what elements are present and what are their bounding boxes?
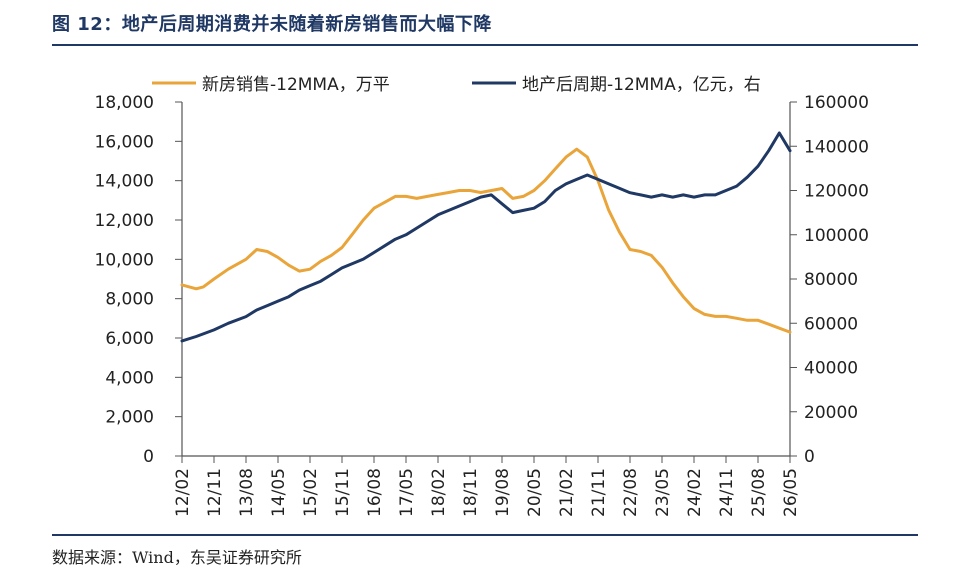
right-tick-label: 160000 xyxy=(804,93,869,113)
x-tick-label: 14/05 xyxy=(269,468,289,517)
right-tick-label: 20000 xyxy=(804,403,858,423)
source-rule xyxy=(52,534,918,536)
legend-label-sales: 新房销售-12MMA，万平 xyxy=(202,75,390,95)
x-tick-label: 15/11 xyxy=(333,468,353,517)
legend: 新房销售-12MMA，万平 地产后周期-12MMA，亿元，右 xyxy=(152,75,761,95)
x-tick-label: 26/05 xyxy=(781,468,801,517)
x-tick-label: 24/11 xyxy=(717,468,737,517)
left-tick-label: 2,000 xyxy=(105,408,154,428)
left-tick-label: 16,000 xyxy=(95,132,154,152)
x-tick-label: 13/08 xyxy=(237,468,257,517)
left-tick-label: 0 xyxy=(143,447,154,467)
right-tick-label: 140000 xyxy=(804,137,869,157)
left-tick-label: 6,000 xyxy=(105,329,154,349)
x-tick-label: 12/11 xyxy=(205,468,225,517)
x-tick-label: 17/05 xyxy=(397,468,417,517)
left-tick-label: 14,000 xyxy=(95,172,154,192)
x-tick-label: 19/08 xyxy=(493,468,513,517)
right-tick-label: 40000 xyxy=(804,359,858,379)
series-line-sales xyxy=(180,147,792,334)
right-tick-label: 120000 xyxy=(804,182,869,202)
x-tick-label: 20/05 xyxy=(525,468,545,517)
x-tick-label: 12/02 xyxy=(173,468,193,517)
figure-title: 图 12：地产后周期消费并未随着新房销售而大幅下降 xyxy=(52,14,492,35)
x-tick-label: 18/11 xyxy=(461,468,481,517)
right-tick-label: 60000 xyxy=(804,314,858,334)
x-tick-label: 24/02 xyxy=(685,468,705,517)
x-tick-label: 23/05 xyxy=(653,468,673,517)
legend-label-post-cycle: 地产后周期-12MMA，亿元，右 xyxy=(522,75,761,95)
left-tick-label: 12,000 xyxy=(95,211,154,231)
title-rule xyxy=(52,44,918,46)
left-tick-label: 4,000 xyxy=(105,368,154,388)
right-tick-label: 0 xyxy=(804,447,815,467)
x-tick-label: 22/08 xyxy=(621,468,641,517)
axes: 0 2,000 4,000 6,000 8,000 10,000 12,000 14,000 1… xyxy=(95,93,869,517)
right-tick-label: 80000 xyxy=(804,270,858,290)
x-tick-label: 15/02 xyxy=(301,468,321,517)
source-note: 数据来源：Wind，东吴证券研究所 xyxy=(52,548,302,567)
x-tick-label: 18/02 xyxy=(429,468,449,517)
series-lines xyxy=(180,131,792,343)
x-tick-label: 21/11 xyxy=(589,468,609,517)
left-tick-label: 10,000 xyxy=(95,250,154,270)
left-tick-label: 18,000 xyxy=(95,93,154,113)
right-tick-label: 100000 xyxy=(804,226,869,246)
series-line-post-cycle xyxy=(180,131,792,343)
left-tick-label: 8,000 xyxy=(105,290,154,310)
x-tick-label: 25/08 xyxy=(749,468,769,517)
x-tick-label: 16/08 xyxy=(365,468,385,517)
x-tick-label: 21/02 xyxy=(557,468,577,517)
